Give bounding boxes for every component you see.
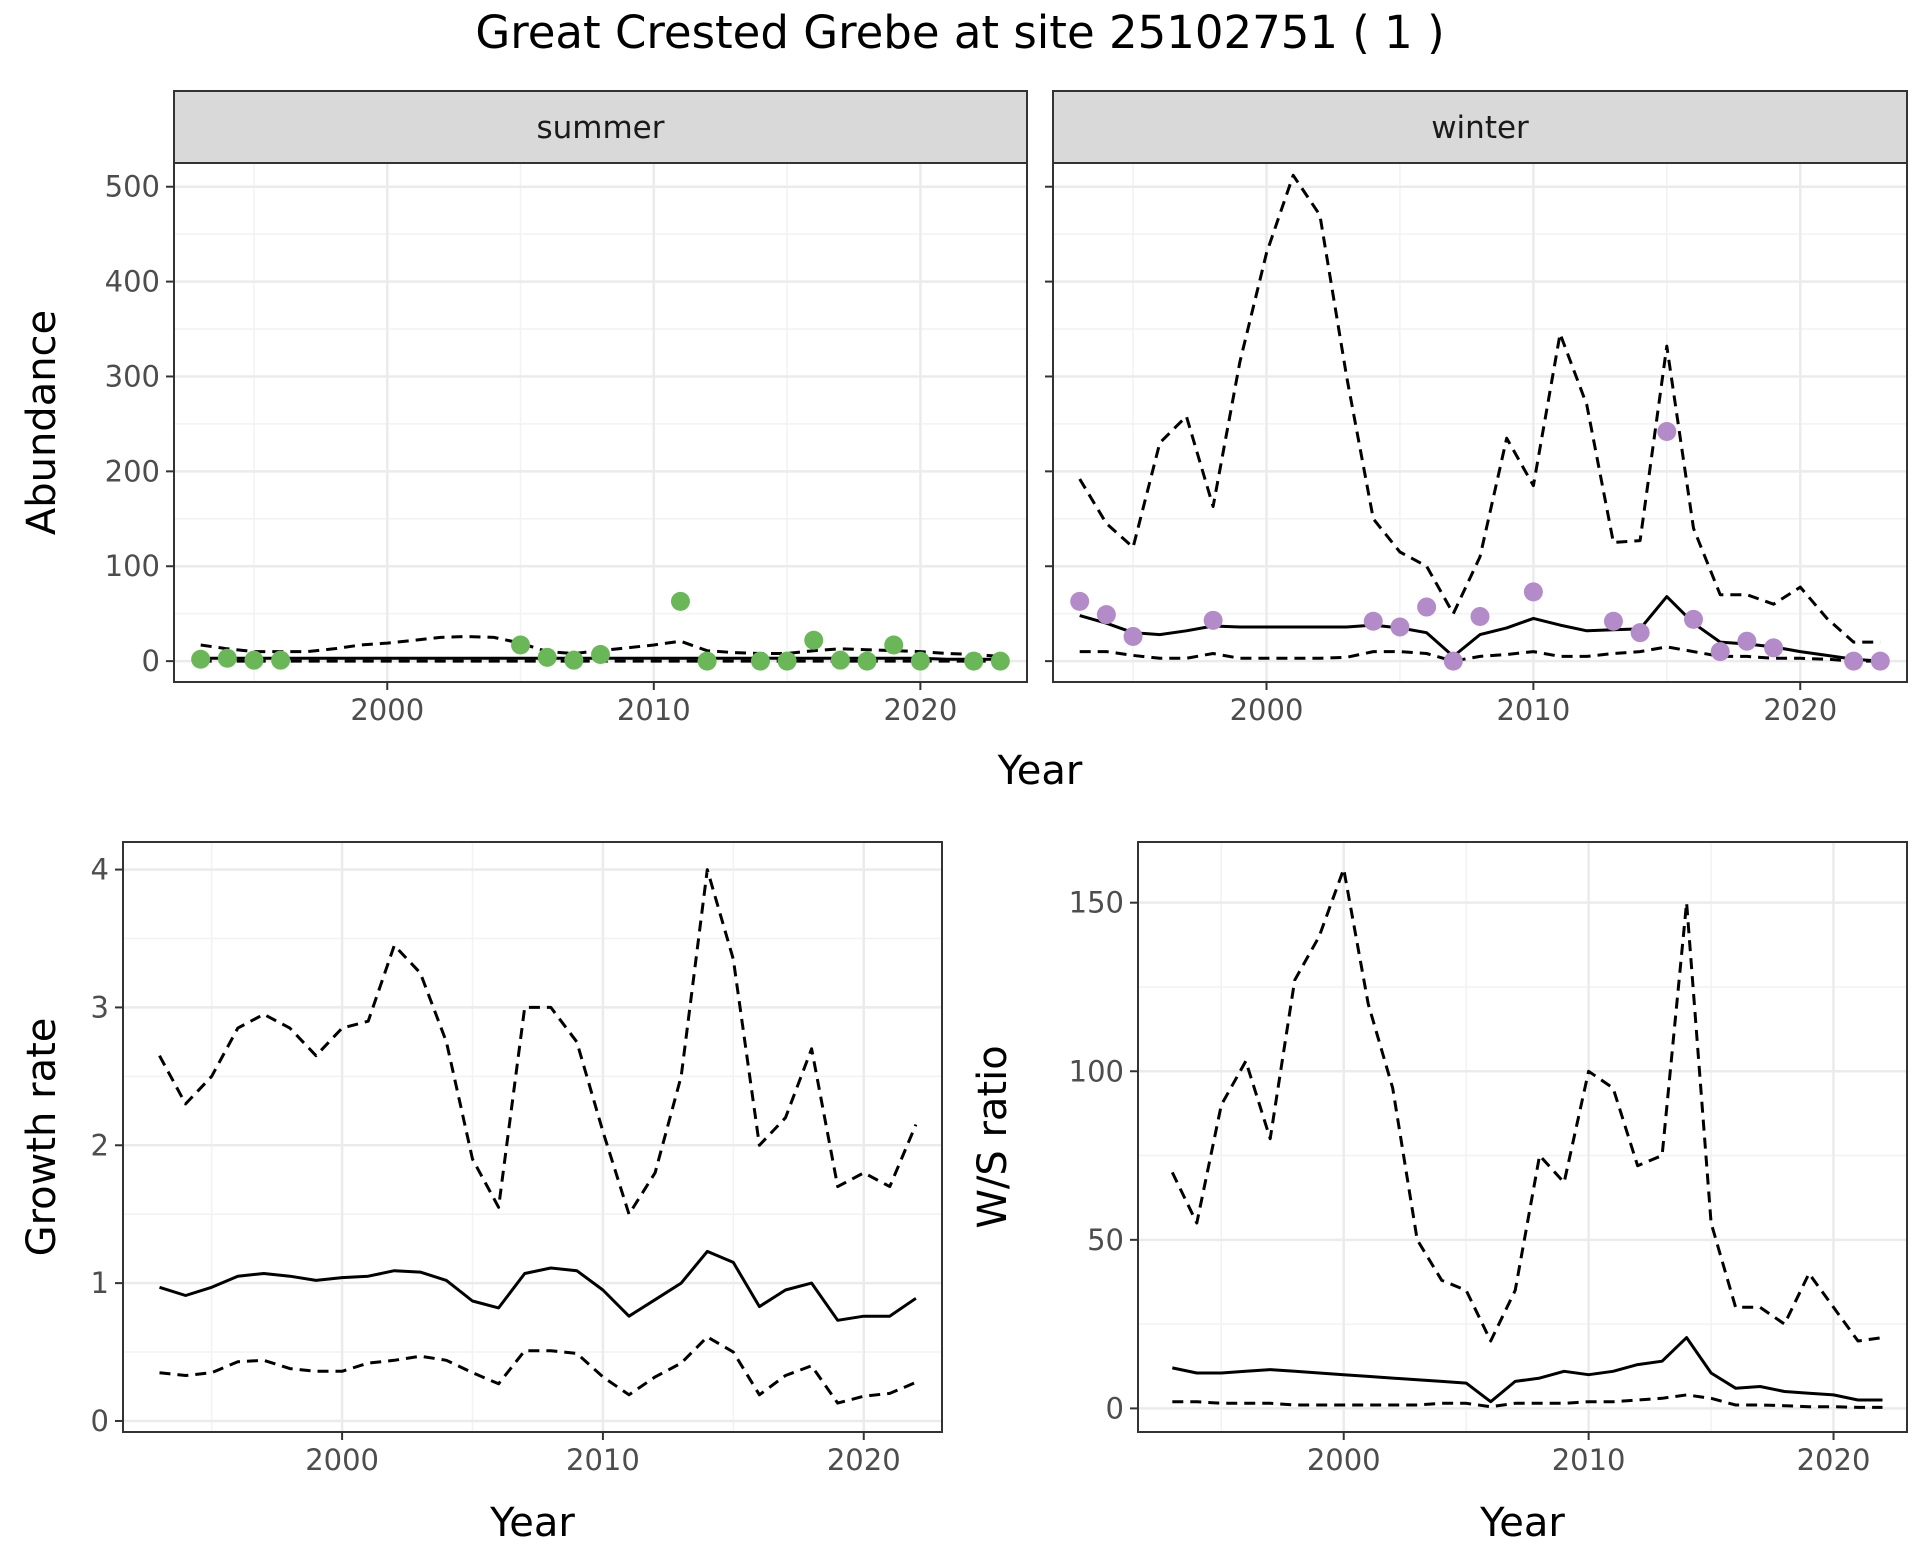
y-tick-label: 50 xyxy=(1087,1223,1124,1257)
data-point xyxy=(1470,607,1490,627)
data-point xyxy=(964,651,984,671)
plot-background xyxy=(1138,842,1907,1432)
facet-strip xyxy=(173,90,1028,164)
lower-bound-line xyxy=(1172,1393,1883,1409)
data-point xyxy=(1764,638,1784,658)
chart-title: Great Crested Grebe at site 25102751 ( 1… xyxy=(475,6,1445,59)
data-point xyxy=(1390,617,1410,637)
y-tick-label: 0 xyxy=(91,1404,109,1438)
y-axis-title: Abundance xyxy=(19,310,65,535)
panel-border xyxy=(1137,841,1908,1433)
y-axis-title: Growth rate xyxy=(19,1018,65,1257)
lower-bound-line xyxy=(159,1335,917,1405)
upper-bound-line xyxy=(1170,867,1883,1343)
x-tick-label: 2010 xyxy=(1552,1443,1626,1477)
data-point xyxy=(990,651,1010,671)
estimate-line xyxy=(1171,1336,1883,1404)
y-tick-label: 100 xyxy=(105,549,160,583)
data-point xyxy=(670,591,690,611)
y-tick-label: 100 xyxy=(1069,1054,1124,1088)
data-point xyxy=(1844,651,1864,671)
upper-bound-line xyxy=(1078,173,1881,644)
data-point xyxy=(830,650,850,670)
x-tick-label: 2020 xyxy=(1763,693,1837,727)
y-tick-label: 300 xyxy=(105,359,160,393)
y-tick-label: 500 xyxy=(105,170,160,204)
estimate-line xyxy=(159,1249,917,1322)
data-point xyxy=(217,648,237,668)
data-point xyxy=(191,649,211,669)
data-point xyxy=(1684,609,1703,629)
lower-bound-line xyxy=(1079,645,1881,663)
x-tick-label: 2000 xyxy=(1230,693,1304,727)
x-tick-label: 2020 xyxy=(883,693,957,727)
y-tick-label: 400 xyxy=(105,265,160,299)
data-point xyxy=(1443,651,1463,671)
axis-titles: Abundance Year Year Growth rate Year W/S rati… xyxy=(19,310,1565,1546)
data-point xyxy=(1870,651,1890,671)
facet-strip-label: winter xyxy=(1431,110,1529,146)
x-tick-label: 2010 xyxy=(617,693,691,727)
upper-bound-line xyxy=(158,868,918,1216)
y-tick-label: 0 xyxy=(1106,1391,1124,1425)
data-point xyxy=(857,651,877,671)
data-point xyxy=(884,635,904,655)
data-point xyxy=(697,651,717,671)
data-point xyxy=(1417,597,1437,617)
y-tick-label: 150 xyxy=(1069,886,1124,920)
plot-background xyxy=(1053,163,1907,682)
x-tick-label: 2000 xyxy=(350,693,424,727)
y-tick-label: 4 xyxy=(91,853,109,887)
data-point xyxy=(777,651,797,671)
data-point xyxy=(1363,611,1383,631)
x-tick-label: 2010 xyxy=(566,1443,640,1477)
data-point xyxy=(910,651,930,671)
plot-background xyxy=(123,842,942,1432)
data-point xyxy=(591,644,610,664)
x-tick-label: 2020 xyxy=(1797,1443,1871,1477)
data-point xyxy=(750,651,770,671)
x-tick-label: 2000 xyxy=(305,1443,379,1477)
data-point xyxy=(1096,605,1116,625)
data-point xyxy=(1710,642,1730,662)
facet-strip xyxy=(1052,90,1908,164)
y-tick-label: 200 xyxy=(105,454,160,488)
data-point xyxy=(1070,591,1090,611)
x-axis-title: Year xyxy=(997,748,1083,794)
panel-ws-ratio: 2000 2010 2020 0 50 100 150 xyxy=(1069,841,1908,1477)
data-point xyxy=(244,650,264,670)
y-tick-label: 0 xyxy=(142,644,160,678)
data-point xyxy=(1203,610,1223,630)
data-point xyxy=(1657,422,1677,442)
data-point xyxy=(1737,631,1757,651)
data-point xyxy=(511,635,531,655)
data-point xyxy=(271,650,291,670)
x-axis-title: Year xyxy=(1479,1500,1565,1546)
panel-border xyxy=(122,841,943,1433)
data-point xyxy=(1523,582,1543,602)
data-point xyxy=(1630,623,1650,643)
y-tick-label: 3 xyxy=(91,990,109,1024)
data-point xyxy=(564,650,584,670)
panel-winter: winter 2000 2010 2020 xyxy=(1045,90,1908,727)
data-point xyxy=(537,647,557,667)
plot-background xyxy=(174,163,1027,682)
panel-summer: summer 2000 2010 2020 0 100 200 300 400 500 xyxy=(105,90,1028,727)
x-axis-title: Year xyxy=(489,1500,575,1546)
y-axis-title: W/S ratio xyxy=(970,1045,1016,1228)
facet-strip-label: summer xyxy=(536,110,664,146)
data-point xyxy=(804,630,824,650)
y-tick-label: 2 xyxy=(91,1128,109,1162)
data-point xyxy=(1603,611,1623,631)
x-tick-label: 2010 xyxy=(1496,693,1570,727)
y-tick-label: 1 xyxy=(91,1266,109,1300)
x-tick-label: 2000 xyxy=(1307,1443,1381,1477)
x-tick-label: 2020 xyxy=(827,1443,901,1477)
data-point xyxy=(1123,626,1143,646)
panel-growth-rate: 2000 2010 2020 0 1 2 3 4 xyxy=(91,841,943,1477)
